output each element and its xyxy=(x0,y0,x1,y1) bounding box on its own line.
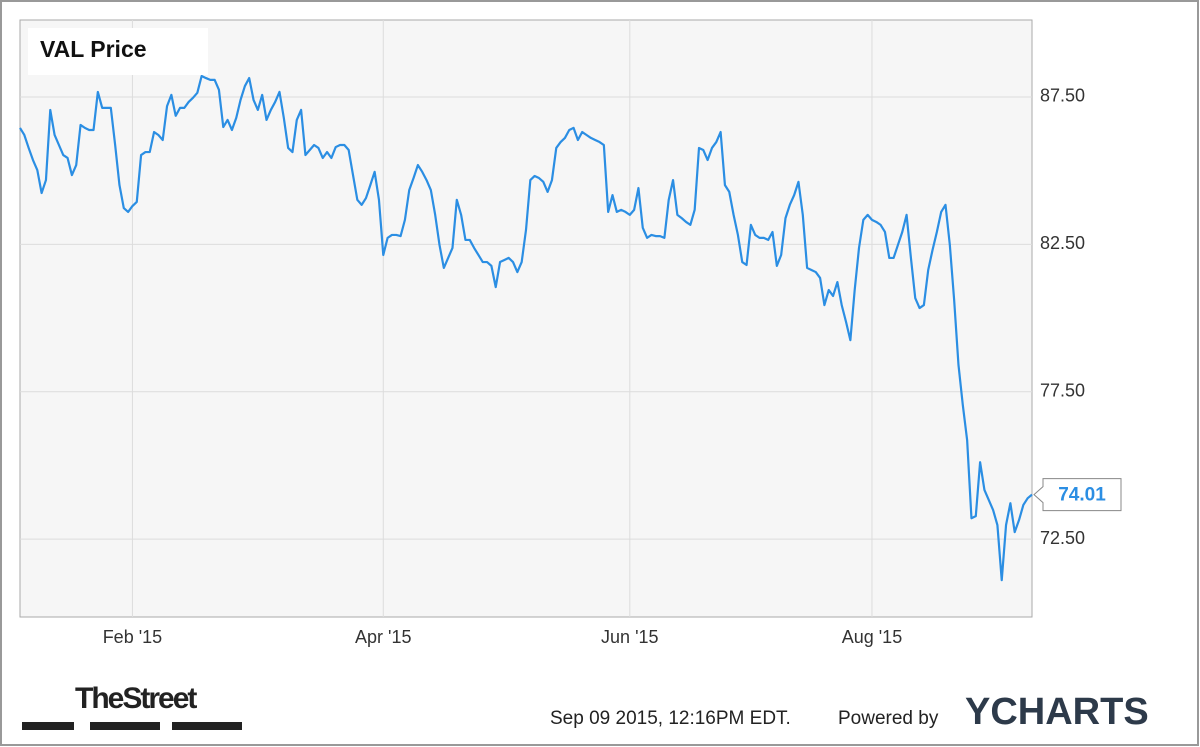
plot-area xyxy=(19,19,1033,618)
x-tick-label: Apr '15 xyxy=(355,627,411,647)
y-tick-label: 82.50 xyxy=(1040,233,1085,253)
last-value-box xyxy=(1033,478,1122,512)
price-line xyxy=(19,74,1033,582)
publisher-bar xyxy=(90,722,160,730)
marks xyxy=(19,74,1033,582)
chart-title: VAL Price xyxy=(40,36,147,62)
powered-by: Powered by xyxy=(838,708,939,729)
brand: YCHARTS xyxy=(965,691,1149,733)
timestamp: Sep 09 2015, 12:16PM EDT. xyxy=(550,708,791,729)
x-tick-label: Aug '15 xyxy=(842,627,903,647)
last-value-label: 74.01 xyxy=(1058,485,1106,506)
y-tick-label: 77.50 xyxy=(1040,381,1085,401)
title-box xyxy=(28,28,208,75)
publisher-bar xyxy=(22,722,74,730)
y-tick-label: 87.50 xyxy=(1040,86,1085,106)
y-tick-label: 72.50 xyxy=(1040,528,1085,548)
grid xyxy=(20,20,1032,617)
x-tick-label: Feb '15 xyxy=(103,627,162,647)
publisher-bar xyxy=(172,722,242,730)
x-tick-label: Jun '15 xyxy=(601,627,658,647)
publisher: TheStreet xyxy=(75,682,197,715)
